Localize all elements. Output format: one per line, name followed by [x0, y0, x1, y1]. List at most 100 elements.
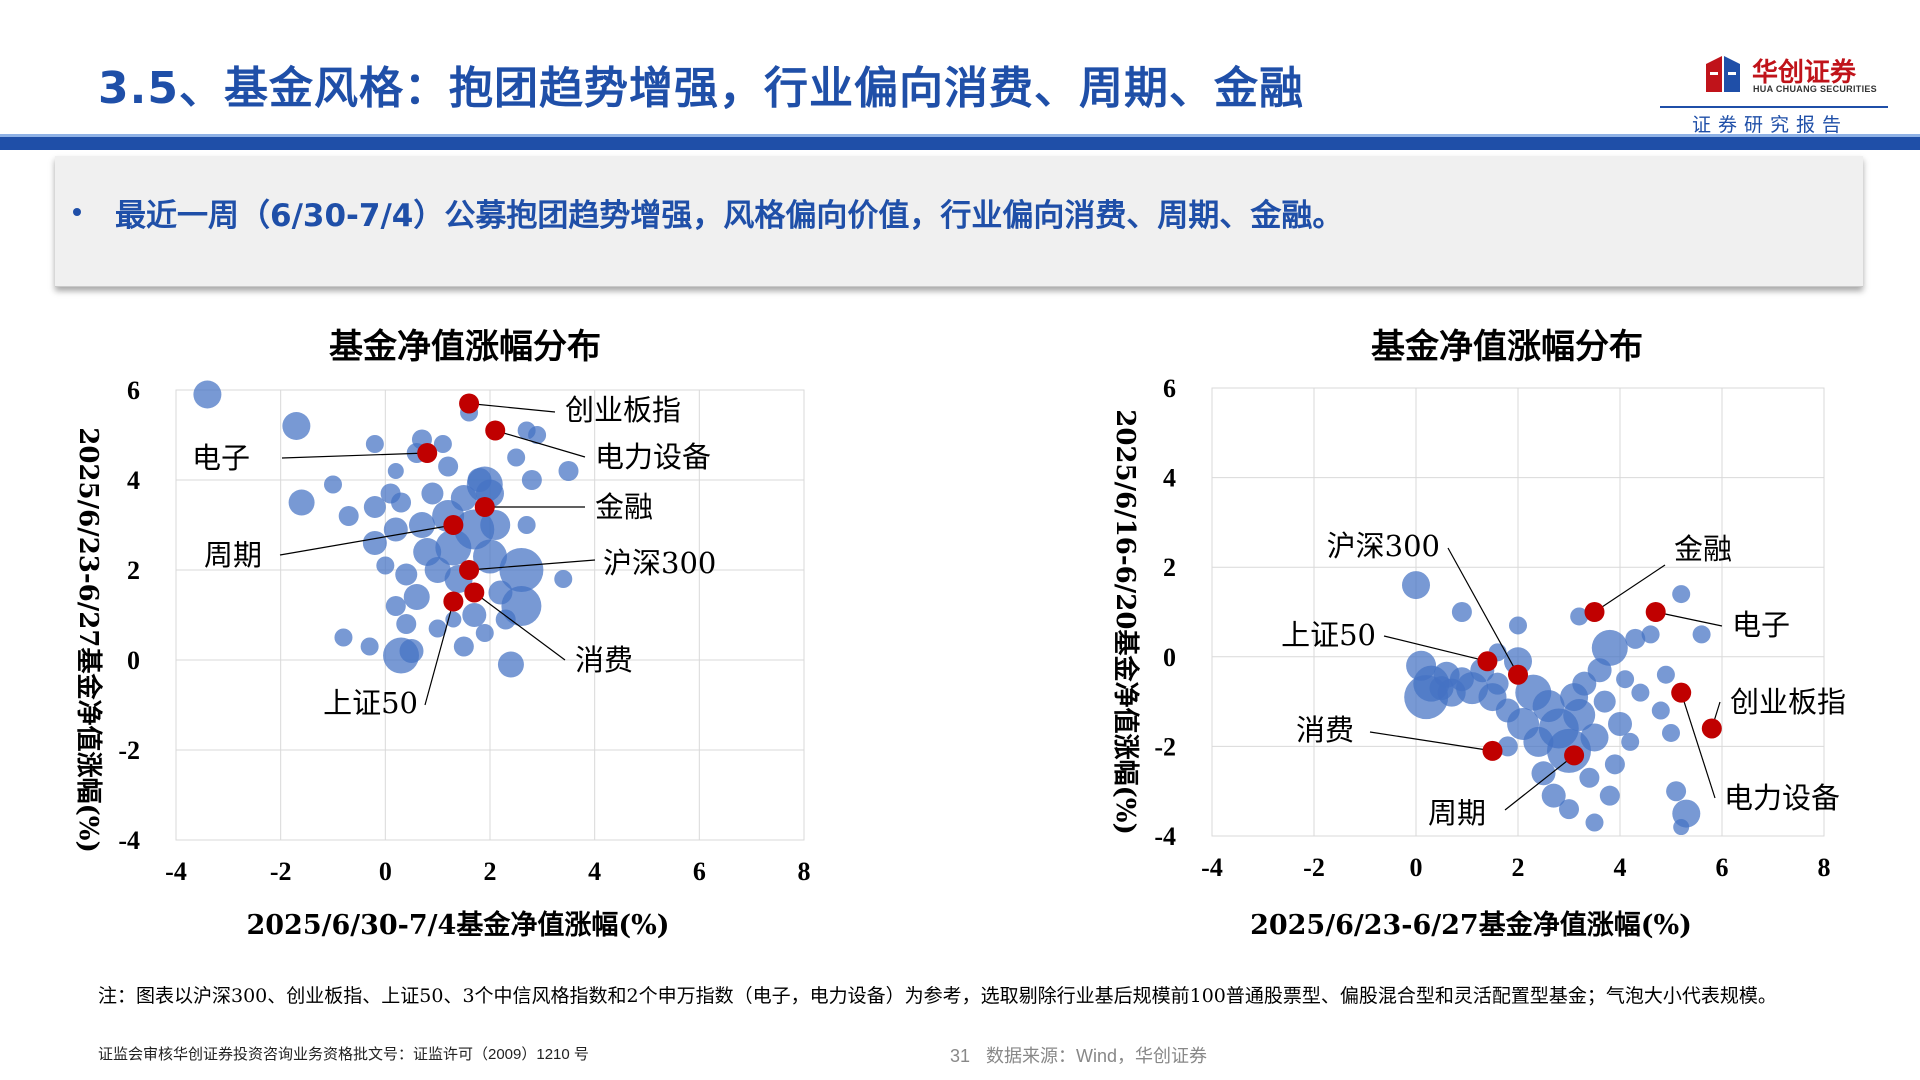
- y-tick-label: 4: [127, 466, 140, 495]
- fund-bubble: [1621, 732, 1640, 751]
- y-tick-label: 4: [1163, 464, 1176, 493]
- fund-bubble: [453, 636, 474, 657]
- leader-line: [281, 452, 428, 459]
- highlight-point: [1508, 664, 1528, 685]
- fund-bubble: [1672, 585, 1691, 604]
- highlight-label: 上证50: [323, 686, 418, 720]
- fund-bubble: [1585, 813, 1604, 832]
- chart-title: 基金净值涨幅分布: [1371, 327, 1643, 367]
- fund-bubble: [395, 563, 418, 586]
- fund-bubble: [421, 482, 444, 505]
- fund-bubble: [1608, 712, 1632, 736]
- report-label: 证券研究报告: [1692, 114, 1849, 136]
- fund-bubble: [1497, 736, 1518, 757]
- x-axis-label: 2025/6/23-6/27基金净值涨幅(%): [1250, 909, 1692, 941]
- y-tick-label: -2: [118, 736, 140, 765]
- summary-box: 最近一周（6/30-7/4）公募抱团趋势增强，风格偏向价值，行业偏向消费、周期、…: [55, 156, 1863, 287]
- highlight-point: [474, 497, 495, 517]
- highlight-point: [459, 560, 480, 580]
- fund-bubble: [507, 448, 526, 467]
- highlight-label: 周期: [1428, 796, 1486, 830]
- fund-bubble: [1631, 683, 1650, 702]
- fund-bubble: [1599, 785, 1620, 806]
- highlight-label: 消费: [1296, 713, 1354, 747]
- leader-line: [279, 524, 454, 556]
- fund-bubble: [438, 456, 459, 477]
- fund-bubble: [383, 517, 408, 542]
- y-tick-label: -2: [1154, 732, 1176, 761]
- fund-bubble: [338, 506, 359, 526]
- fund-bubble: [445, 611, 462, 628]
- fund-bubble: [334, 628, 353, 647]
- highlight-label: 金融: [595, 490, 653, 524]
- fund-bubble: [1541, 783, 1566, 808]
- fund-bubble: [1509, 616, 1527, 635]
- fund-bubble: [497, 651, 524, 678]
- fund-bubble: [1486, 672, 1509, 695]
- page-number: 31: [950, 1046, 971, 1066]
- x-tick-label: 4: [588, 857, 601, 886]
- summary-bullet: 最近一周（6/30-7/4）公募抱团趋势增强，风格偏向价值，行业偏向消费、周期、…: [115, 198, 1344, 234]
- bullet-dot-icon: [73, 208, 81, 216]
- x-tick-label: 6: [693, 857, 706, 886]
- fund-bubble: [385, 596, 406, 616]
- highlight-label: 电力设备: [595, 440, 711, 474]
- y-tick-label: 2: [127, 556, 140, 585]
- highlight-label: 电子: [1732, 608, 1790, 642]
- highlight-point: [443, 515, 464, 535]
- fund-bubble: [499, 548, 544, 592]
- x-tick-label: 0: [379, 857, 392, 886]
- header-bar: [0, 134, 1920, 150]
- y-tick-label: 6: [127, 376, 140, 405]
- leader-line: [1383, 635, 1488, 662]
- x-tick-label: 2: [484, 857, 497, 886]
- page-title: 3.5、基金风格：抱团趋势增强，行业偏向消费、周期、金融: [98, 63, 1304, 114]
- fund-bubble: [1651, 701, 1670, 720]
- x-tick-label: 0: [1410, 853, 1423, 882]
- leader-line: [469, 402, 556, 413]
- leader-line: [469, 559, 596, 571]
- fund-bubble: [1580, 723, 1609, 752]
- leader-line: [473, 592, 566, 661]
- highlight-label: 上证50: [1281, 618, 1376, 652]
- highlight-point: [459, 393, 480, 414]
- fund-bubble: [282, 412, 311, 440]
- highlight-label: 创业板指: [1730, 685, 1846, 719]
- fund-bubble: [433, 435, 452, 453]
- fund-bubble: [387, 463, 404, 479]
- fund-bubble: [408, 512, 435, 538]
- fund-bubble: [1641, 625, 1660, 644]
- fund-bubble: [391, 492, 412, 513]
- leader-line: [495, 429, 586, 458]
- y-tick-label: 0: [1163, 643, 1176, 672]
- fund-bubble: [521, 470, 542, 490]
- data-source: 数据来源：Wind，华创证券: [986, 1046, 1208, 1066]
- x-tick-label: -4: [1201, 853, 1223, 882]
- y-tick-label: -4: [1154, 822, 1176, 851]
- fund-bubble: [1579, 767, 1600, 788]
- highlight-point: [417, 443, 438, 463]
- fund-bubble: [1616, 670, 1635, 689]
- plot-border: [1211, 387, 1825, 837]
- leader-line: [1594, 564, 1666, 613]
- x-tick-label: 4: [1614, 853, 1627, 882]
- fund-bubble: [1591, 629, 1628, 666]
- highlight-point: [1645, 602, 1666, 622]
- fund-bubble: [362, 531, 387, 555]
- fund-bubble: [1666, 781, 1687, 802]
- fund-bubble: [396, 614, 417, 634]
- fund-bubble: [528, 426, 547, 444]
- fund-bubble: [1429, 676, 1454, 701]
- highlight-point: [1477, 651, 1498, 672]
- x-tick-label: 2: [1512, 853, 1525, 882]
- fund-bubble: [1451, 602, 1472, 622]
- highlight-point: [1701, 718, 1722, 739]
- fund-bubble: [324, 475, 342, 494]
- company-logo: 华创证券 HUA CHUANG SECURITIES: [1660, 50, 1890, 110]
- highlight-label: 沪深300: [603, 546, 716, 580]
- fund-bubble: [558, 461, 579, 481]
- x-tick-label: 8: [1818, 853, 1831, 882]
- fund-bubble: [1593, 690, 1616, 713]
- fund-bubble: [1604, 754, 1625, 775]
